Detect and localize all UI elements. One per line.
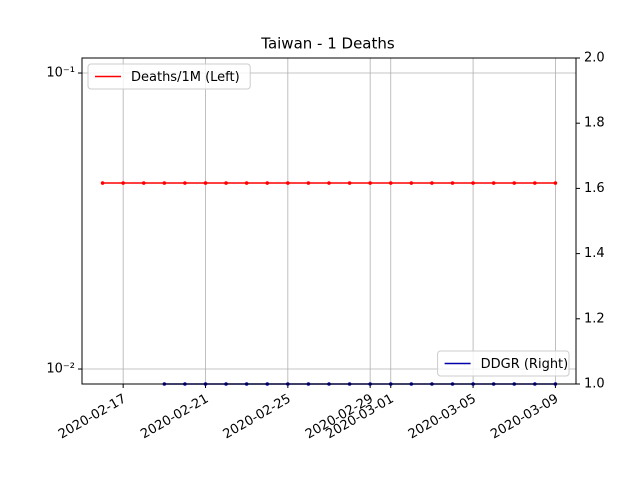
point	[203, 181, 208, 185]
legend: DDGR (Right)	[437, 350, 570, 377]
point	[121, 181, 125, 185]
point	[553, 181, 558, 185]
point	[306, 181, 311, 185]
point	[265, 181, 270, 185]
plot-frame	[81, 57, 577, 385]
legend-label: DDGR (Right)	[481, 357, 569, 372]
y2-tick-label: 1.0	[584, 377, 605, 392]
point	[512, 181, 517, 185]
point	[491, 181, 496, 185]
chart-title: Taiwan - 1 Deaths	[260, 35, 395, 53]
point	[450, 181, 455, 185]
y2-tick-label: 1.6	[584, 181, 605, 196]
legend-box	[87, 63, 251, 90]
legend: Deaths/1M (Left)	[87, 63, 251, 90]
point	[141, 181, 146, 185]
point	[409, 181, 414, 185]
y2-tick-label: 1.4	[584, 246, 605, 261]
legend-label: Deaths/1M (Left)	[131, 70, 240, 85]
y2-tick-label: 2.0	[584, 51, 605, 66]
point	[244, 181, 249, 185]
point	[430, 181, 434, 185]
point	[162, 181, 167, 185]
point	[224, 181, 228, 185]
legend-box	[437, 350, 570, 377]
point	[100, 181, 105, 185]
y2-tick-label: 1.8	[584, 116, 605, 131]
point	[327, 181, 331, 185]
y-tick-label: 10⁻¹	[46, 66, 75, 81]
point	[388, 181, 393, 185]
y2-tick-label: 1.2	[584, 311, 605, 326]
point	[347, 181, 352, 185]
point	[183, 181, 187, 185]
point	[286, 181, 290, 185]
point	[533, 181, 537, 185]
point	[368, 181, 372, 185]
point	[471, 181, 475, 185]
y-tick-label: 10⁻²	[46, 362, 75, 377]
